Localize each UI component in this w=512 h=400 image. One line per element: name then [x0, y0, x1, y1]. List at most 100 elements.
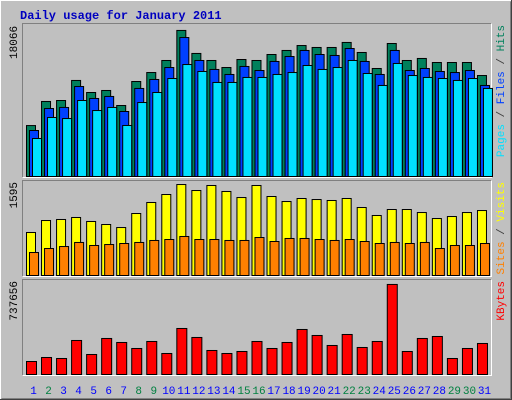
bar [344, 239, 355, 277]
bar [254, 237, 265, 276]
bar [266, 347, 278, 376]
y-tick-label: 737656 [9, 281, 21, 321]
x-tick-label: 3 [60, 386, 67, 398]
x-tick-label: 1 [30, 386, 37, 398]
x-tick-label: 28 [433, 386, 446, 398]
legend-separator: / [496, 222, 508, 242]
bar [197, 70, 208, 177]
bar [359, 241, 370, 276]
x-tick-label: 31 [478, 386, 492, 398]
x-tick-label: 8 [135, 386, 142, 398]
bar [332, 67, 343, 177]
panel-edge-dark [22, 180, 492, 277]
bar [434, 248, 445, 276]
bar [437, 78, 448, 177]
y-tick-label: 1595 [9, 182, 21, 208]
bar [269, 241, 280, 276]
bar [161, 352, 173, 375]
bar [446, 357, 458, 375]
bar [164, 239, 175, 277]
x-tick-label: 12 [192, 386, 205, 398]
bar [119, 243, 130, 277]
legend-separator: / [496, 104, 508, 124]
x-tick-label: 7 [120, 386, 127, 398]
bar [71, 339, 83, 376]
x-tick-label: 19 [297, 386, 310, 398]
chart-title: Daily usage for January 2011 [20, 9, 222, 23]
bar [452, 79, 463, 177]
bar [137, 102, 148, 177]
x-tick-label: 9 [150, 386, 157, 398]
bar [284, 237, 295, 276]
bar [47, 116, 58, 177]
bar [317, 68, 328, 177]
bar [239, 239, 250, 276]
x-tick-label: 20 [313, 386, 326, 398]
x-tick-label: 15 [237, 386, 250, 398]
bar [152, 92, 163, 177]
bar [389, 241, 400, 277]
panel-edge-light [22, 23, 492, 178]
legend-entry: Files [496, 71, 508, 104]
bar [431, 335, 443, 375]
bar [404, 243, 415, 277]
bar [371, 340, 383, 376]
bar [374, 243, 385, 277]
bar [251, 340, 263, 376]
bar [224, 239, 235, 276]
bar [314, 239, 325, 277]
x-tick-label: 18 [282, 386, 295, 398]
bar [257, 76, 268, 177]
legend-entry: Sites [496, 241, 508, 274]
bar [206, 349, 218, 376]
panel-edge-dark [22, 279, 492, 376]
legend-entry: KBytes [496, 281, 508, 321]
bar [134, 241, 145, 277]
bar [101, 337, 113, 375]
bar [362, 73, 373, 177]
y-tick-label: 18066 [9, 26, 21, 59]
bar [356, 346, 368, 376]
x-tick-label: 17 [267, 386, 280, 398]
x-tick-label: 14 [222, 386, 236, 398]
bar [392, 62, 403, 177]
bar [122, 124, 133, 177]
panel-edge-light [22, 279, 492, 376]
x-tick-label: 11 [177, 386, 191, 398]
bar [482, 87, 493, 177]
bar [77, 100, 88, 177]
bar [467, 78, 478, 177]
bar [326, 344, 338, 376]
bar [281, 341, 293, 376]
bar [41, 356, 53, 375]
bar [104, 244, 115, 276]
panel-edge-light [22, 180, 492, 277]
bar [272, 73, 283, 177]
bar [311, 334, 323, 375]
legend: Pages / Files / Hits [496, 25, 508, 157]
bar [449, 244, 460, 276]
x-tick-label: 25 [388, 386, 401, 398]
bar [227, 81, 238, 177]
bar [422, 76, 433, 177]
x-tick-label: 13 [207, 386, 220, 398]
x-tick-label: 16 [252, 386, 265, 398]
bar [44, 248, 55, 276]
legend: Sites / Visits [496, 182, 508, 274]
bar [167, 78, 178, 177]
bar [461, 347, 473, 376]
bar [59, 246, 70, 277]
legend-separator: / [496, 51, 508, 71]
bar [476, 342, 488, 376]
bar [179, 235, 190, 277]
x-tick-label: 22 [343, 386, 356, 398]
bar [329, 239, 340, 276]
x-tick-label: 21 [328, 386, 342, 398]
bar [287, 72, 298, 177]
bar [116, 341, 128, 376]
bar [191, 336, 203, 375]
bar [236, 350, 248, 375]
bar [32, 138, 42, 177]
bar [149, 239, 160, 276]
